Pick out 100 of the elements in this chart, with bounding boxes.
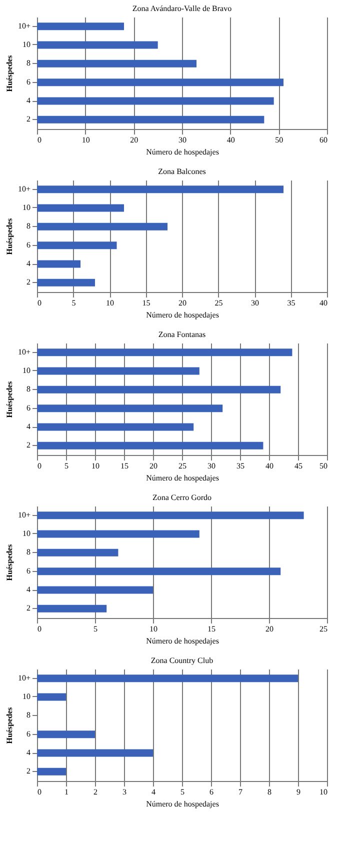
y-tick-label: 2 bbox=[26, 278, 30, 287]
x-tick-label: 60 bbox=[320, 136, 328, 144]
x-tick-label: 9 bbox=[296, 788, 300, 796]
bar bbox=[37, 278, 95, 286]
y-axis-title: Huéspedes bbox=[4, 544, 14, 581]
y-tick-label: 2 bbox=[26, 440, 30, 450]
bar bbox=[37, 749, 153, 757]
x-tick-label: 20 bbox=[178, 298, 186, 308]
y-tick-label: 8 bbox=[26, 222, 30, 231]
chart-title: Zona Avándaro-Valle de Bravo bbox=[132, 4, 232, 13]
chart-title: Zona Fontanas bbox=[158, 330, 206, 339]
y-tick-label: 10 bbox=[22, 40, 30, 49]
x-axis-title: Número de hospedajes bbox=[146, 310, 219, 320]
bar bbox=[37, 512, 304, 520]
bar bbox=[37, 423, 194, 431]
y-tick-label: 10 bbox=[22, 529, 30, 538]
x-tick-label: 8 bbox=[268, 788, 272, 796]
y-tick-label: 4 bbox=[26, 585, 30, 594]
x-tick-label: 10 bbox=[92, 462, 100, 470]
x-tick-label: 4 bbox=[152, 788, 156, 796]
x-tick-label: 30 bbox=[178, 136, 186, 144]
y-tick-label: 8 bbox=[26, 548, 30, 557]
bar bbox=[37, 348, 292, 356]
x-tick-label: 0 bbox=[38, 136, 42, 144]
x-tick-label: 7 bbox=[238, 788, 242, 796]
bar bbox=[37, 404, 223, 412]
bar bbox=[37, 204, 124, 212]
bar bbox=[37, 242, 117, 250]
x-tick-label: 25 bbox=[320, 624, 328, 634]
bar bbox=[37, 60, 196, 68]
x-tick-label: 2 bbox=[94, 788, 98, 796]
y-tick-label: 6 bbox=[26, 729, 30, 738]
bar bbox=[37, 386, 281, 394]
bar bbox=[37, 260, 80, 268]
x-tick-label: 5 bbox=[94, 624, 98, 634]
bar bbox=[37, 768, 66, 776]
y-tick-label: 6 bbox=[26, 240, 30, 250]
y-tick-label: 10 bbox=[22, 366, 30, 375]
bar bbox=[37, 586, 153, 594]
y-tick-label: 4 bbox=[26, 422, 30, 431]
chart-title: Zona Country Club bbox=[150, 656, 214, 665]
y-tick-label: 6 bbox=[26, 566, 30, 576]
y-axis-title: Huéspedes bbox=[4, 707, 14, 744]
x-tick-label: 15 bbox=[208, 624, 216, 634]
x-tick-label: 10 bbox=[82, 136, 90, 144]
bar bbox=[37, 186, 284, 194]
y-tick-label: 10+ bbox=[18, 347, 31, 356]
y-tick-label: 10 bbox=[22, 692, 30, 701]
x-tick-label: 3 bbox=[122, 788, 126, 796]
x-tick-label: 10 bbox=[150, 624, 158, 634]
y-axis-title: Huéspedes bbox=[4, 381, 14, 418]
x-tick-label: 25 bbox=[178, 462, 186, 470]
x-tick-label: 20 bbox=[150, 462, 158, 470]
x-tick-label: 5 bbox=[64, 462, 68, 470]
y-tick-label: 8 bbox=[26, 58, 30, 68]
x-tick-label: 0 bbox=[38, 624, 42, 634]
x-tick-label: 30 bbox=[208, 462, 216, 470]
y-axis-title: Huéspedes bbox=[4, 55, 14, 92]
x-tick-label: 20 bbox=[130, 136, 138, 144]
x-tick-label: 15 bbox=[120, 462, 128, 470]
x-axis-title: Número de hospedajes bbox=[146, 148, 219, 156]
x-axis-title: Número de hospedajes bbox=[146, 474, 219, 482]
x-tick-label: 0 bbox=[38, 462, 42, 470]
y-tick-label: 6 bbox=[26, 403, 30, 412]
y-tick-label: 10+ bbox=[18, 21, 31, 30]
x-tick-label: 35 bbox=[287, 298, 296, 308]
bar bbox=[37, 548, 118, 556]
x-tick-label: 0 bbox=[38, 788, 42, 796]
x-tick-label: 10 bbox=[106, 298, 114, 308]
x-tick-label: 40 bbox=[226, 136, 235, 144]
x-tick-label: 50 bbox=[275, 136, 284, 144]
x-tick-label: 40 bbox=[266, 462, 274, 470]
y-tick-label: 2 bbox=[26, 604, 30, 613]
bar bbox=[37, 442, 264, 450]
bar bbox=[37, 604, 107, 612]
chart-title: Zona Cerro Gordo bbox=[152, 493, 212, 502]
x-tick-label: 5 bbox=[180, 788, 184, 796]
y-tick-label: 4 bbox=[26, 748, 30, 757]
x-tick-label: 40 bbox=[320, 298, 328, 308]
bar bbox=[37, 41, 158, 49]
bar bbox=[37, 22, 124, 30]
y-tick-label: 10+ bbox=[18, 184, 31, 194]
y-tick-label: 4 bbox=[26, 259, 30, 268]
y-tick-label: 6 bbox=[26, 77, 30, 86]
y-tick-label: 4 bbox=[26, 96, 30, 105]
bar bbox=[37, 222, 168, 230]
x-tick-label: 0 bbox=[38, 298, 42, 308]
bar bbox=[37, 568, 281, 576]
y-tick-label: 8 bbox=[26, 710, 30, 720]
x-tick-label: 6 bbox=[210, 788, 214, 796]
bar bbox=[37, 78, 284, 86]
y-tick-label: 2 bbox=[26, 766, 30, 776]
x-axis-title: Número de hospedajes bbox=[146, 636, 219, 646]
bar bbox=[37, 367, 200, 375]
x-axis-title: Número de hospedajes bbox=[146, 800, 219, 808]
bar bbox=[37, 674, 298, 682]
x-tick-label: 20 bbox=[266, 624, 274, 634]
x-tick-label: 25 bbox=[214, 298, 223, 308]
y-tick-label: 10 bbox=[22, 203, 30, 212]
bar bbox=[37, 693, 66, 701]
